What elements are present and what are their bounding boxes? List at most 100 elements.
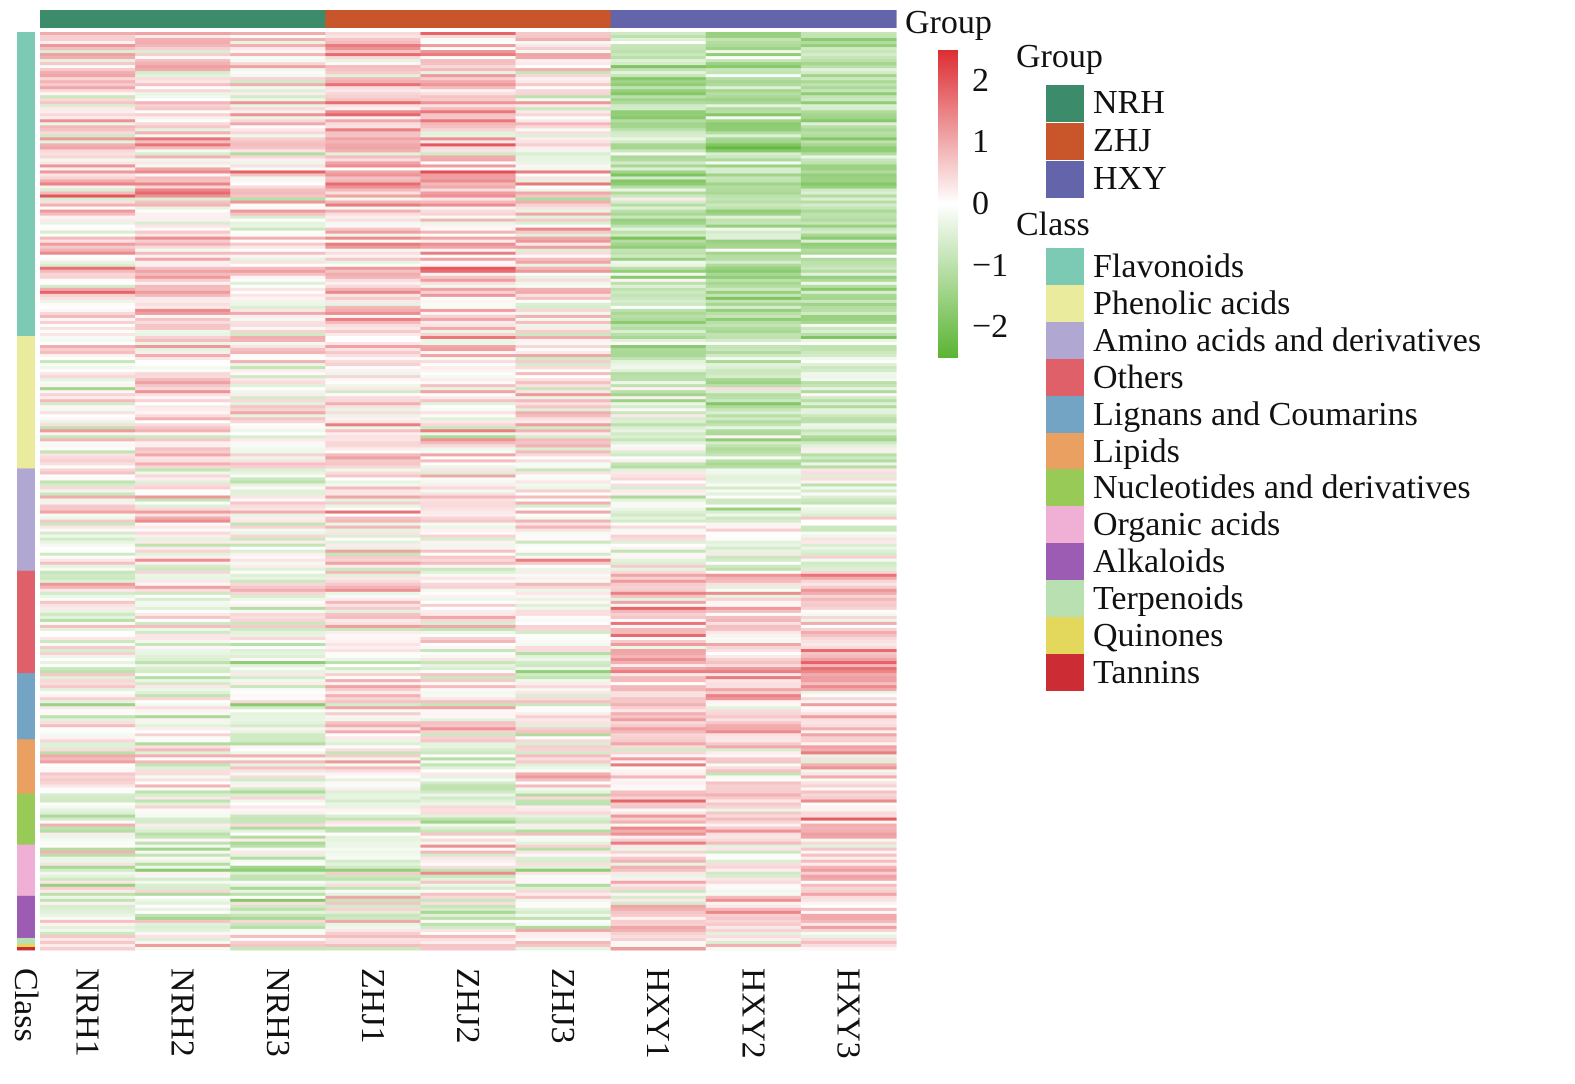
heatmap-cell <box>325 904 422 909</box>
heatmap-cell <box>230 263 326 268</box>
heatmap-cell <box>800 86 897 90</box>
heatmap-cell <box>800 230 897 235</box>
group-swatch-hxy <box>1046 161 1084 198</box>
heatmap-cell <box>325 203 422 208</box>
heatmap-cell <box>325 817 422 822</box>
heatmap-cell <box>515 633 612 638</box>
heatmap-cell <box>420 269 517 274</box>
heatmap-cell <box>40 805 136 810</box>
heatmap-cell <box>230 856 326 861</box>
heatmap-cell <box>325 832 422 837</box>
heatmap-cell <box>230 489 326 494</box>
heatmap-cell <box>135 633 231 638</box>
heatmap-cell <box>40 889 136 894</box>
heatmap-cell <box>135 537 231 542</box>
heatmap-cell <box>515 775 612 779</box>
heatmap-cell <box>705 326 802 331</box>
heatmap-cell <box>800 673 897 677</box>
heatmap-cell <box>325 212 422 217</box>
heatmap-cell <box>230 468 326 472</box>
heatmap-cell <box>325 781 422 785</box>
heatmap-cell <box>420 679 517 683</box>
heatmap-cell <box>325 257 422 262</box>
heatmap-cell <box>800 402 897 406</box>
heatmap-cell <box>610 408 707 412</box>
heatmap-cell <box>515 709 612 713</box>
heatmap-cell <box>40 612 136 617</box>
heatmap-cell <box>610 212 707 217</box>
heatmap-cell <box>800 877 897 882</box>
heatmap-cell <box>610 399 707 403</box>
heatmap-cell <box>230 119 326 123</box>
heatmap-cell <box>135 155 231 159</box>
heatmap-cell <box>705 381 802 385</box>
heatmap-cell <box>515 140 612 144</box>
heatmap-cell <box>325 465 422 469</box>
heatmap-cell <box>515 883 612 888</box>
heatmap-cell <box>705 212 802 217</box>
heatmap-cell <box>40 597 136 602</box>
heatmap-cell <box>325 269 422 274</box>
heatmap-cell <box>800 167 897 171</box>
heatmap-cell <box>610 206 707 211</box>
heatmap-cell <box>40 715 136 719</box>
heatmap-cell <box>325 624 422 629</box>
heatmap-cell <box>230 396 326 400</box>
heatmap-cell <box>800 573 897 578</box>
heatmap-cell <box>325 74 422 78</box>
heatmap-cell <box>325 916 422 921</box>
heatmap-block-quinones <box>40 943 897 948</box>
heatmap-cell <box>135 730 231 734</box>
heatmap-cell <box>230 320 326 325</box>
heatmap-cell <box>515 667 612 671</box>
heatmap-cell <box>40 859 136 864</box>
heatmap-cell <box>40 248 136 253</box>
heatmap-cell <box>800 357 897 361</box>
heatmap-cell <box>420 35 517 39</box>
heatmap-cell <box>800 480 897 484</box>
heatmap-cell <box>135 119 231 123</box>
heatmap-cell <box>515 185 612 190</box>
heatmap-cell <box>420 907 517 912</box>
heatmap-cell <box>40 68 136 72</box>
class-bar-amino-acids-and-derivatives <box>17 468 35 572</box>
heatmap-cell <box>325 206 422 211</box>
heatmap-cell <box>230 639 326 644</box>
heatmap-cell <box>325 408 422 412</box>
heatmap-cell <box>705 74 802 78</box>
heatmap-cell <box>40 943 136 948</box>
heatmap-cell <box>800 113 897 117</box>
heatmap-cell <box>610 721 707 725</box>
heatmap-cell <box>800 808 897 813</box>
heatmap-cell <box>515 131 612 135</box>
group-bar-zhj2 <box>420 10 517 28</box>
heatmap-cell <box>230 200 326 205</box>
heatmap-cell <box>230 796 326 801</box>
heatmap-cell <box>705 594 802 599</box>
heatmap-cell <box>420 477 517 481</box>
heatmap-cell <box>705 101 802 105</box>
group-legend-label: NRH <box>1093 84 1165 121</box>
heatmap-cell <box>420 814 517 819</box>
heatmap-cell <box>135 844 231 849</box>
heatmap-cell <box>325 510 422 515</box>
heatmap-cell <box>420 236 517 241</box>
heatmap-cell <box>135 781 231 785</box>
heatmap-cell <box>515 573 612 578</box>
heatmap-cell <box>515 296 612 301</box>
heatmap-cell <box>325 275 422 280</box>
heatmap-cell <box>515 194 612 199</box>
heatmap-cell <box>325 898 422 903</box>
heatmap-cell <box>135 859 231 864</box>
heatmap-cell <box>800 56 897 60</box>
heatmap-cell <box>325 847 422 852</box>
heatmap-cell <box>610 107 707 111</box>
heatmap-cell <box>230 104 326 108</box>
heatmap-cell <box>515 465 612 469</box>
heatmap-cell <box>705 676 802 680</box>
heatmap-cell <box>610 748 707 752</box>
heatmap-cell <box>610 489 707 494</box>
heatmap-cell <box>420 501 517 506</box>
heatmap-cell <box>705 934 802 939</box>
heatmap-cell <box>515 564 612 569</box>
